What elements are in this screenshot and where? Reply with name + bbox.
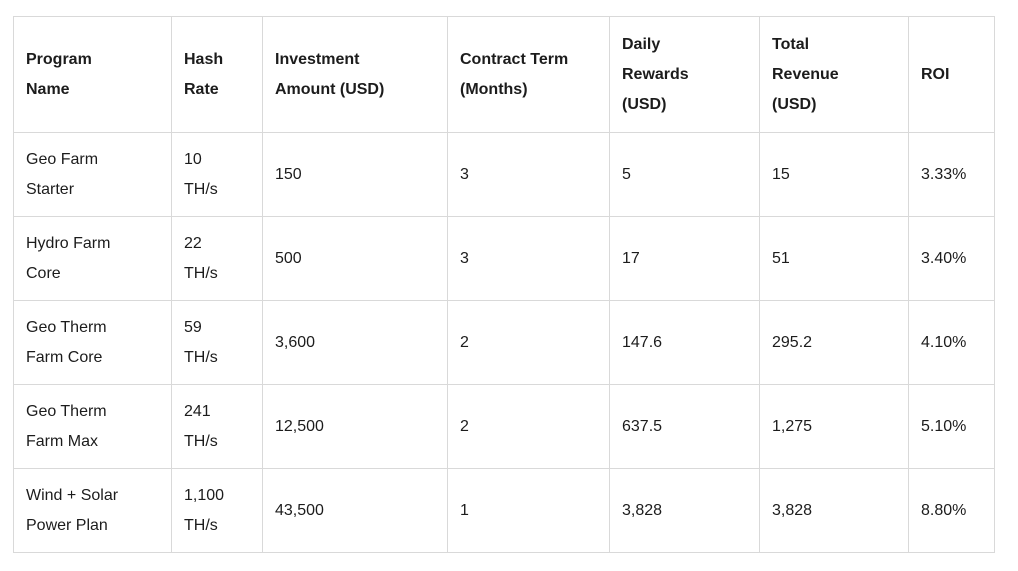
- table-cell: 1,275: [759, 384, 909, 469]
- table-cell: 5.10%: [908, 384, 995, 469]
- table-row: Hydro Farm Core 22 TH/s 500 3 17 51 3.40%: [13, 216, 995, 301]
- table-cell: 3: [447, 216, 610, 301]
- column-header: ROI: [908, 16, 995, 133]
- table-row: Geo Therm Farm Core 59 TH/s 3,600 2 147.6 295…: [13, 300, 995, 385]
- table-row: Wind + Solar Power Plan 1,100 TH/s 43,500 1…: [13, 468, 995, 553]
- table-header: Program Name Hash Rate Investment Amount (…: [13, 16, 995, 133]
- table-cell: 241 TH/s: [171, 384, 263, 469]
- table-cell: 4.10%: [908, 300, 995, 385]
- table-cell: 3.40%: [908, 216, 995, 301]
- column-header: Total Revenue (USD): [759, 16, 909, 133]
- column-header: Daily Rewards (USD): [609, 16, 760, 133]
- mining-programs-table: Program Name Hash Rate Investment Amount (…: [13, 16, 995, 553]
- table-cell: 3,828: [609, 468, 760, 553]
- table-cell: 5: [609, 132, 760, 217]
- column-header: Contract Term (Months): [447, 16, 610, 133]
- table-cell: Geo Therm Farm Max: [13, 384, 172, 469]
- table-cell: 637.5: [609, 384, 760, 469]
- table-row: Geo Farm Starter 10 TH/s 150 3 5 15 3.33%: [13, 132, 995, 217]
- table-cell: 59 TH/s: [171, 300, 263, 385]
- table-cell: 51: [759, 216, 909, 301]
- table-cell: 1: [447, 468, 610, 553]
- table-cell: 15: [759, 132, 909, 217]
- table-row: Geo Therm Farm Max 241 TH/s 12,500 2 637.5 1,…: [13, 384, 995, 469]
- table-cell: Wind + Solar Power Plan: [13, 468, 172, 553]
- table-cell: 1,100 TH/s: [171, 468, 263, 553]
- table-cell: Geo Therm Farm Core: [13, 300, 172, 385]
- table-cell: 500: [262, 216, 448, 301]
- table-body: Geo Farm Starter 10 TH/s 150 3 5 15 3.33% Hydro…: [13, 132, 995, 553]
- table-cell: 2: [447, 300, 610, 385]
- table-cell: 3.33%: [908, 132, 995, 217]
- header-row: Program Name Hash Rate Investment Amount (…: [13, 16, 995, 133]
- column-header: Investment Amount (USD): [262, 16, 448, 133]
- table-cell: 147.6: [609, 300, 760, 385]
- table-cell: 3: [447, 132, 610, 217]
- mining-programs-table-container: Program Name Hash Rate Investment Amount (…: [13, 16, 995, 553]
- table-cell: 8.80%: [908, 468, 995, 553]
- table-cell: 10 TH/s: [171, 132, 263, 217]
- table-cell: 3,828: [759, 468, 909, 553]
- table-cell: 2: [447, 384, 610, 469]
- table-cell: 12,500: [262, 384, 448, 469]
- table-cell: 17: [609, 216, 760, 301]
- column-header: Program Name: [13, 16, 172, 133]
- table-cell: 3,600: [262, 300, 448, 385]
- table-cell: 22 TH/s: [171, 216, 263, 301]
- column-header: Hash Rate: [171, 16, 263, 133]
- table-cell: Hydro Farm Core: [13, 216, 172, 301]
- table-cell: 150: [262, 132, 448, 217]
- table-cell: 295.2: [759, 300, 909, 385]
- table-cell: 43,500: [262, 468, 448, 553]
- table-cell: Geo Farm Starter: [13, 132, 172, 217]
